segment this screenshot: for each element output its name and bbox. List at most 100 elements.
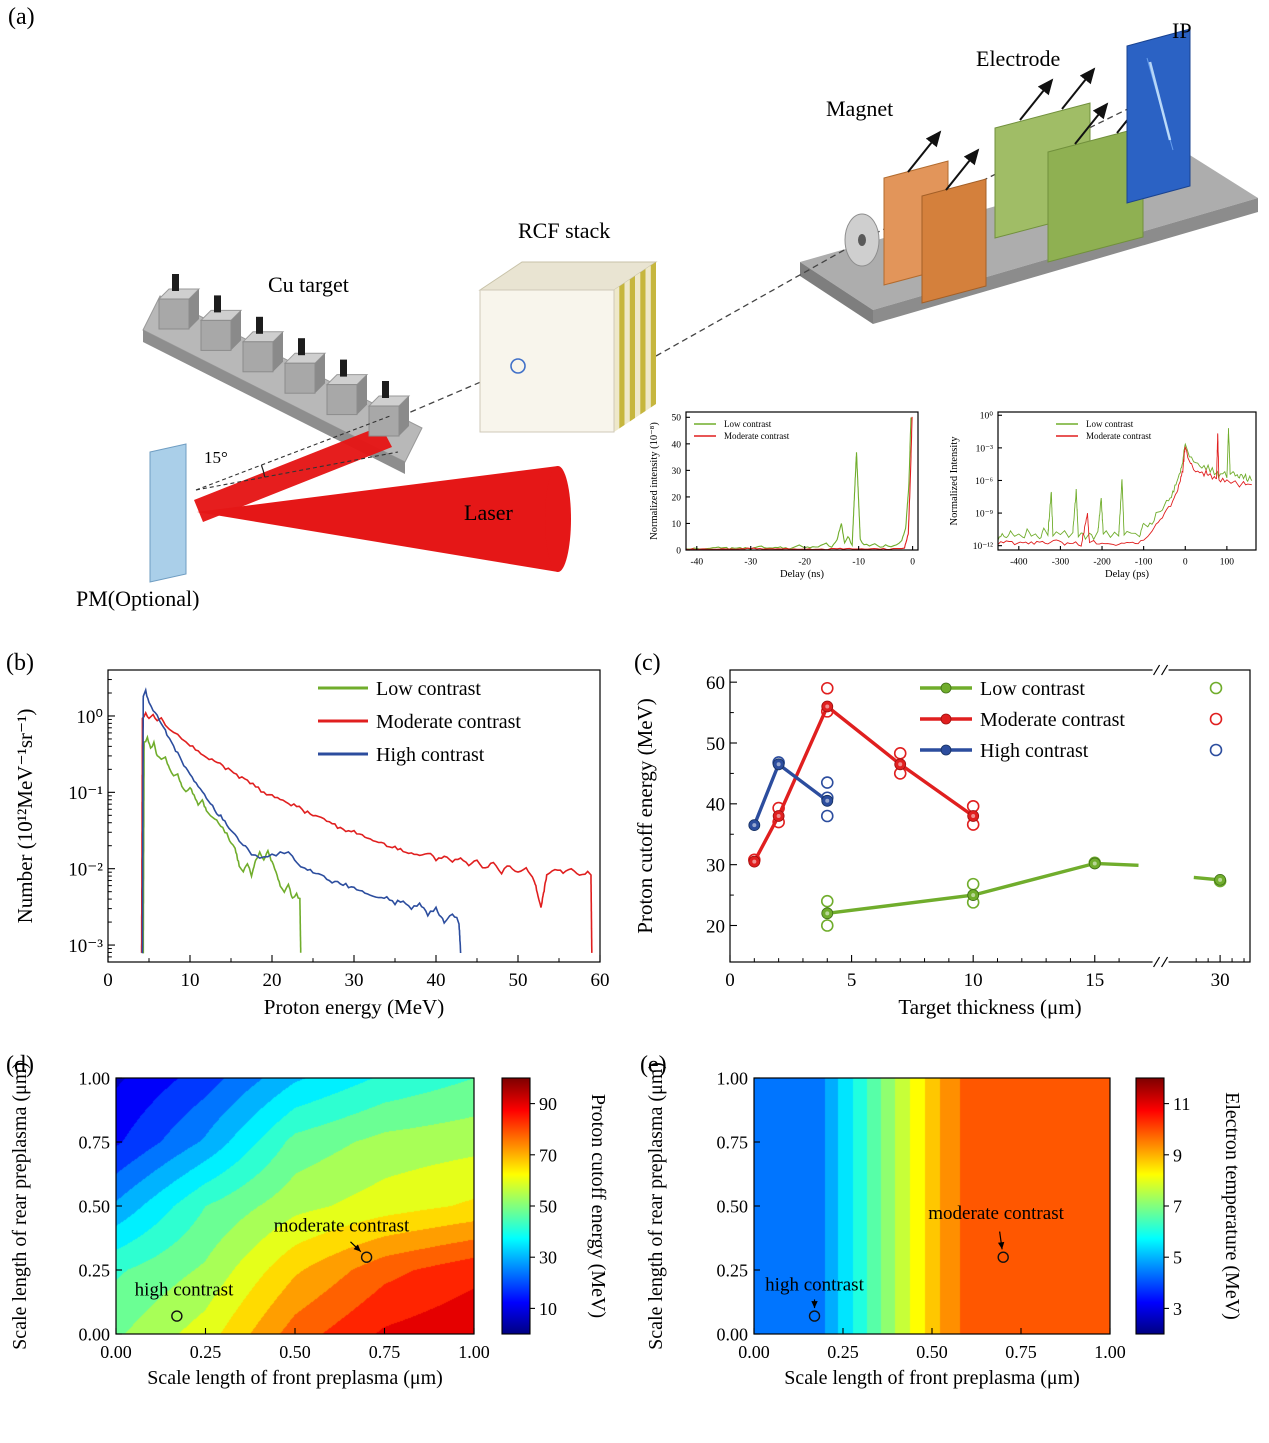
svg-text:0.00: 0.00 [100, 1342, 132, 1362]
svg-text:20: 20 [706, 916, 725, 937]
proton_cutoff_map-colorbar [502, 1078, 530, 1334]
svg-text:60: 60 [591, 970, 610, 991]
svg-text:Low contrast: Low contrast [980, 678, 1085, 700]
svg-text:Moderate contrast: Moderate contrast [1086, 431, 1152, 441]
label-magnet: Magnet [826, 96, 894, 121]
svg-text:10⁰: 10⁰ [76, 707, 103, 728]
svg-text:0.25: 0.25 [190, 1342, 222, 1362]
svg-text:Scale length of front preplasm: Scale length of front preplasma (μm) [147, 1367, 443, 1389]
svg-text:5: 5 [1173, 1248, 1182, 1268]
svg-text:Moderate contrast: Moderate contrast [376, 711, 521, 733]
label-cu-target: Cu target [268, 272, 349, 297]
svg-text:Delay (ps): Delay (ps) [1105, 569, 1150, 580]
svg-text:1.00: 1.00 [79, 1068, 111, 1088]
electron_temp_map-field [754, 1078, 1110, 1334]
svg-text:10⁻²: 10⁻² [68, 860, 103, 881]
svg-text:Proton energy (MeV): Proton energy (MeV) [264, 995, 444, 1019]
svg-text:10⁻³: 10⁻³ [68, 936, 103, 957]
svg-text:Proton cutoff energy (MeV): Proton cutoff energy (MeV) [633, 698, 657, 933]
label-ip: IP [1172, 18, 1192, 43]
svg-text:-30: -30 [744, 558, 757, 568]
svg-text:-100: -100 [1135, 558, 1153, 568]
svg-text:60: 60 [706, 673, 725, 694]
svg-text:7: 7 [1173, 1196, 1182, 1216]
svg-text:0.75: 0.75 [79, 1132, 111, 1152]
svg-text:Moderate contrast: Moderate contrast [980, 709, 1125, 731]
svg-text:0: 0 [1183, 558, 1188, 568]
svg-text:40: 40 [706, 795, 725, 816]
svg-text:10: 10 [672, 520, 682, 530]
reflected-beam [194, 426, 392, 522]
svg-text:1.00: 1.00 [458, 1342, 490, 1362]
panel-e-label: (e) [640, 1052, 667, 1078]
svg-text:Scale length of front preplasm: Scale length of front preplasma (μm) [784, 1367, 1080, 1389]
svg-text:Electron temperature (MeV): Electron temperature (MeV) [1221, 1092, 1243, 1320]
svg-text:0: 0 [910, 558, 915, 568]
electron-temperature-heatmap: 0.00 0.25 0.50 0.75 1.00 0.00 0.25 0.50 0.75 1.00… [622, 1048, 1269, 1443]
svg-text:0.25: 0.25 [827, 1342, 859, 1362]
svg-text:0.50: 0.50 [916, 1342, 948, 1362]
svg-text:100: 100 [1220, 558, 1235, 568]
svg-text:30: 30 [539, 1248, 557, 1268]
svg-text:10: 10 [539, 1299, 557, 1319]
svg-text:Low contrast: Low contrast [1086, 419, 1134, 429]
svg-text:Scale length of rear preplasma: Scale length of rear preplasma (μm) [9, 1062, 31, 1350]
svg-text:10⁰: 10⁰ [980, 411, 994, 422]
incidence-angle [195, 415, 399, 491]
svg-text:50: 50 [672, 414, 682, 424]
svg-text:0.25: 0.25 [717, 1260, 749, 1280]
pm-mirror [149, 443, 187, 583]
svg-text:30: 30 [1211, 970, 1230, 991]
svg-text:Delay (ns): Delay (ns) [780, 569, 825, 580]
svg-text:0.75: 0.75 [1005, 1342, 1037, 1362]
svg-text:0.75: 0.75 [717, 1132, 749, 1152]
svg-text:0.50: 0.50 [717, 1196, 749, 1216]
svg-text:0.00: 0.00 [738, 1342, 770, 1362]
svg-text:Moderate contrast: Moderate contrast [724, 431, 790, 441]
label-incidence-angle: 15° [204, 448, 228, 467]
svg-text:15: 15 [1085, 970, 1104, 991]
laser-cone [197, 466, 571, 572]
setup-schematic [142, 28, 1258, 583]
svg-text:50: 50 [509, 970, 528, 991]
panel-b-label: (b) [6, 650, 34, 676]
svg-text:Target thickness (μm): Target thickness (μm) [898, 995, 1081, 1019]
svg-text:40: 40 [427, 970, 446, 991]
label-pm: PM(Optional) [76, 586, 200, 611]
svg-text:-400: -400 [1010, 558, 1028, 568]
svg-text:high contrast: high contrast [765, 1274, 864, 1295]
svg-text:high contrast: high contrast [135, 1280, 234, 1301]
svg-text:moderate contrast: moderate contrast [274, 1216, 410, 1237]
svg-text:50: 50 [539, 1196, 557, 1216]
svg-text:-40: -40 [690, 558, 703, 568]
svg-text:0.50: 0.50 [279, 1342, 311, 1362]
svg-text:10⁻³: 10⁻³ [976, 444, 994, 454]
svg-text:20: 20 [672, 493, 682, 503]
svg-text:Normalized Intensity: Normalized Intensity [949, 436, 960, 526]
svg-text:40: 40 [672, 440, 682, 450]
svg-text:50: 50 [706, 734, 725, 755]
svg-text:30: 30 [672, 467, 682, 477]
svg-text:1.00: 1.00 [1094, 1342, 1126, 1362]
svg-text:70: 70 [539, 1145, 557, 1165]
svg-text:Scale length of rear preplasma: Scale length of rear preplasma (μm) [645, 1062, 667, 1350]
svg-text:0: 0 [725, 970, 735, 991]
cu-target-blocks [157, 274, 411, 437]
svg-text:0.50: 0.50 [79, 1196, 111, 1216]
pinhole-disk [844, 213, 880, 267]
svg-text:30: 30 [706, 856, 725, 877]
svg-text:90: 90 [539, 1094, 557, 1114]
label-electrode: Electrode [976, 46, 1061, 71]
proton-spectra-chart: 0 10 20 30 40 50 60 10⁻³ 10⁻² 10⁻¹ 10⁰ Proton energ… [13, 669, 610, 1019]
svg-text:High contrast: High contrast [376, 744, 485, 766]
svg-text:moderate contrast: moderate contrast [928, 1203, 1064, 1224]
panel-a-label: (a) [8, 4, 35, 30]
svg-text:5: 5 [847, 970, 857, 991]
proton_cutoff_map-overlay: 0.00 0.25 0.50 0.75 1.00 0.00 0.25 0.50 0.75 1.00… [9, 1062, 609, 1389]
svg-text:10⁻⁹: 10⁻⁹ [975, 509, 994, 519]
svg-text:9: 9 [1173, 1145, 1182, 1165]
magnet-plates [883, 130, 987, 304]
inset-chart-ps-contrast: -400 -300 -200 -100 0 100 10⁰ 10⁻³ 10⁻⁶ 10⁻⁹ 10⁻¹²… [949, 411, 1257, 580]
svg-text:0.75: 0.75 [369, 1342, 401, 1362]
